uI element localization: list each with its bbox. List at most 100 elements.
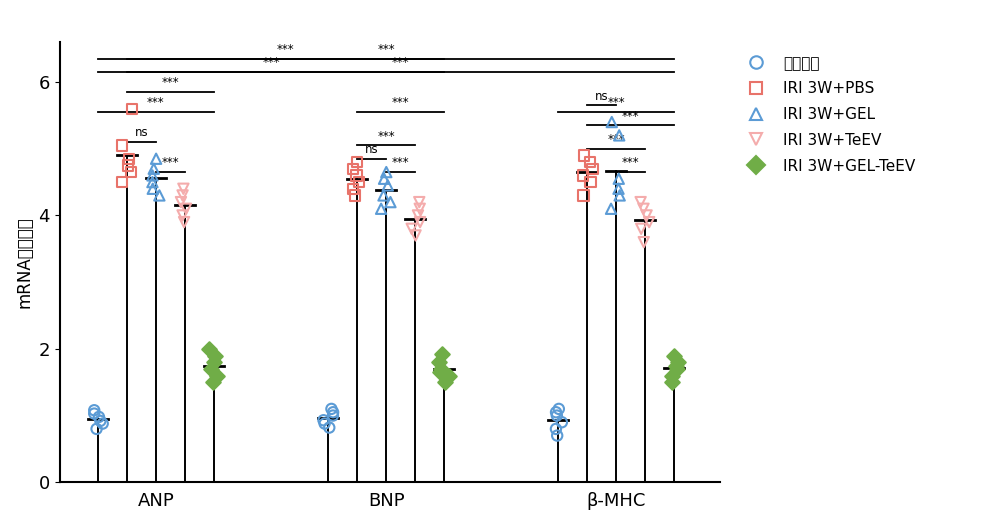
Point: [668, 361, 684, 370]
Text: ***: ***: [262, 56, 280, 69]
Point: [554, 418, 570, 426]
Point: [641, 218, 657, 226]
Point: [582, 158, 598, 166]
Point: [412, 205, 428, 213]
Point: [203, 365, 219, 373]
Point: [124, 104, 140, 113]
Point: [207, 351, 223, 360]
Point: [114, 141, 130, 150]
Point: [575, 171, 591, 180]
Text: ***: ***: [392, 97, 409, 109]
Point: [603, 205, 619, 213]
Point: [412, 218, 428, 226]
Point: [664, 378, 680, 386]
Point: [411, 198, 427, 206]
Point: [323, 405, 339, 413]
Point: [666, 351, 682, 360]
Point: [611, 131, 627, 140]
Point: [325, 412, 341, 420]
Point: [373, 205, 389, 213]
Text: ***: ***: [622, 110, 640, 123]
Point: [144, 178, 160, 186]
Point: [201, 344, 217, 353]
Point: [91, 413, 107, 421]
Text: ***: ***: [162, 76, 179, 89]
Point: [548, 408, 564, 416]
Text: ***: ***: [277, 43, 294, 56]
Point: [349, 158, 365, 166]
Point: [410, 211, 426, 219]
Y-axis label: mRNA表达水平: mRNA表达水平: [15, 216, 33, 308]
Point: [351, 178, 367, 186]
Point: [380, 181, 396, 190]
Point: [176, 218, 192, 226]
Point: [144, 171, 160, 180]
Text: ***: ***: [622, 156, 640, 170]
Text: ***: ***: [392, 56, 409, 69]
Point: [670, 358, 686, 366]
Point: [434, 350, 450, 359]
Point: [120, 161, 136, 170]
Point: [175, 211, 191, 219]
Point: [345, 164, 361, 173]
Point: [664, 371, 680, 380]
Point: [576, 151, 592, 160]
Point: [347, 191, 363, 200]
Point: [585, 164, 601, 173]
Point: [321, 423, 337, 432]
Point: [441, 371, 457, 380]
Point: [635, 205, 651, 213]
Point: [114, 178, 130, 186]
Point: [205, 378, 221, 386]
Text: ns: ns: [595, 90, 609, 103]
Point: [92, 417, 108, 425]
Point: [431, 358, 447, 366]
Point: [173, 198, 189, 206]
Point: [633, 198, 649, 206]
Point: [433, 365, 449, 373]
Point: [551, 405, 567, 413]
Text: ns: ns: [135, 127, 148, 140]
Point: [549, 432, 565, 440]
Point: [175, 191, 191, 200]
Point: [604, 118, 620, 126]
Point: [639, 211, 655, 219]
Point: [317, 419, 333, 428]
Text: ***: ***: [377, 43, 395, 56]
Point: [86, 410, 102, 418]
Point: [611, 185, 627, 193]
Point: [148, 154, 164, 163]
Point: [633, 225, 649, 233]
Point: [95, 419, 111, 428]
Point: [123, 168, 139, 176]
Point: [404, 225, 420, 233]
Text: ***: ***: [162, 156, 179, 170]
Point: [315, 416, 331, 424]
Point: [583, 178, 599, 186]
Point: [89, 425, 105, 433]
Text: ns: ns: [365, 143, 378, 156]
Point: [437, 378, 453, 386]
Point: [408, 231, 424, 239]
Point: [376, 174, 392, 183]
Point: [325, 408, 341, 416]
Point: [611, 174, 627, 183]
Point: [669, 365, 685, 373]
Point: [382, 198, 398, 206]
Text: ***: ***: [608, 133, 625, 146]
Point: [146, 164, 162, 173]
Point: [178, 205, 194, 213]
Text: ***: ***: [147, 97, 165, 109]
Point: [576, 191, 592, 200]
Point: [345, 185, 361, 193]
Point: [636, 238, 652, 246]
Text: ***: ***: [608, 97, 625, 109]
Point: [376, 191, 392, 200]
Point: [151, 191, 167, 200]
Point: [209, 371, 225, 380]
Text: ***: ***: [392, 156, 409, 170]
Point: [86, 406, 102, 414]
Point: [549, 412, 565, 420]
Point: [175, 185, 191, 193]
Point: [548, 425, 564, 433]
